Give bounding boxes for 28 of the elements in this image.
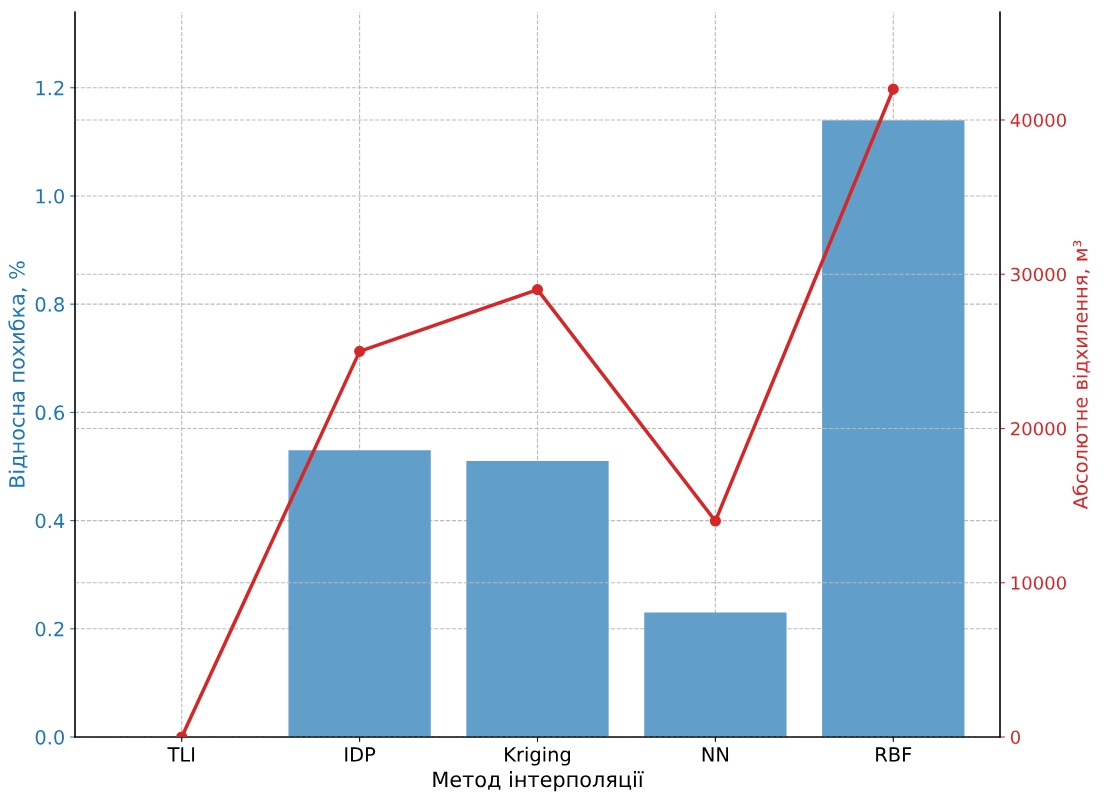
- y2-tick-label: 30000: [1011, 267, 1066, 282]
- point: [709, 515, 721, 527]
- y-tick-label: 0.2: [35, 621, 64, 637]
- x-tick-label: Kriging: [505, 746, 571, 766]
- y-tick-label: 0.8: [35, 297, 64, 312]
- y2-tick-label: 0: [1010, 730, 1021, 745]
- x-tick-label: RBF: [876, 747, 912, 762]
- y-tick-label: 0.0: [35, 729, 64, 745]
- x-tick-label: NN: [702, 747, 729, 762]
- x-tick-label: TLI: [167, 747, 195, 762]
- y-tick-label: 0.6: [35, 405, 65, 421]
- point: [354, 345, 366, 357]
- y2-tick-label: 40000: [1010, 113, 1066, 128]
- y-tick-label: 1.2: [36, 80, 64, 96]
- y2-tick-label: 10000: [1011, 576, 1066, 590]
- y2-tick-label: 20000: [1011, 421, 1066, 436]
- y-axis-title: Відносна похибка, %: [8, 261, 28, 487]
- bar: [288, 450, 431, 737]
- y2-axis-title: Абсолютне відхилення, м³: [1072, 240, 1091, 510]
- y-tick-label: 0.4: [35, 513, 65, 529]
- y-tick-label: 1.0: [36, 188, 64, 204]
- bar: [644, 612, 787, 737]
- bar: [822, 120, 965, 737]
- x-tick-label: IDP: [345, 747, 376, 762]
- x-axis-title: Метод інтерполяції: [433, 771, 644, 792]
- point: [887, 83, 899, 95]
- point: [531, 284, 544, 296]
- bar: [466, 461, 609, 737]
